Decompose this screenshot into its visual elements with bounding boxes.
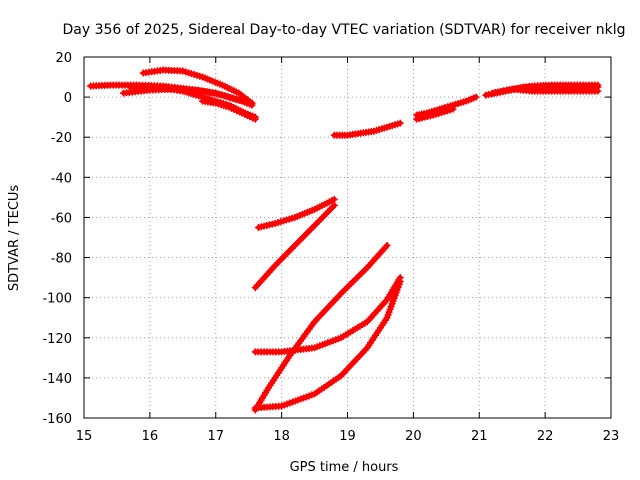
x-tick-label: 21 <box>471 429 488 444</box>
data-point-markers <box>139 66 256 107</box>
series-arc-7 <box>413 93 480 119</box>
data-point-markers <box>87 81 256 107</box>
series-arc-13 <box>251 201 338 292</box>
y-axis-label: SDTVAR / TECUs <box>7 185 22 292</box>
grid <box>84 57 611 418</box>
y-tick-label: 20 <box>55 51 72 66</box>
data-point-markers <box>199 97 259 123</box>
series-arc-11 <box>508 85 602 95</box>
x-tick-label: 22 <box>537 429 554 444</box>
data-marks <box>87 66 602 414</box>
ticks: 15 16 17 18 19 20 21 22 23 -160 -140 -120 -100 -80 -60… <box>42 51 619 444</box>
series-arc-15 <box>251 274 404 356</box>
y-tick-label: -100 <box>42 292 72 307</box>
x-tick-label: 23 <box>603 429 620 444</box>
series-arc-6 <box>330 119 404 139</box>
data-point-markers <box>251 274 404 356</box>
data-point-markers <box>508 85 602 95</box>
data-point-markers <box>413 93 480 119</box>
y-tick-label: 0 <box>64 91 72 106</box>
x-tick-label: 15 <box>76 429 93 444</box>
y-tick-label: -120 <box>42 332 72 347</box>
x-tick-label: 18 <box>273 429 290 444</box>
series-arc-12 <box>255 195 338 231</box>
series-arc-1 <box>87 81 256 107</box>
y-tick-label: -20 <box>51 131 72 146</box>
series-arc-5 <box>199 97 259 123</box>
series-arc-3 <box>139 66 256 107</box>
y-tick-label: -160 <box>42 412 72 427</box>
x-tick-label: 17 <box>207 429 224 444</box>
data-point-markers <box>251 278 404 412</box>
series-arc-8 <box>413 105 457 123</box>
x-tick-label: 19 <box>339 429 356 444</box>
data-point-markers <box>413 105 457 123</box>
x-tick-label: 20 <box>405 429 422 444</box>
data-point-markers <box>251 201 338 292</box>
data-point-markers <box>255 195 338 231</box>
series-arc-16 <box>251 278 404 412</box>
y-tick-label: -40 <box>51 171 72 186</box>
x-tick-label: 16 <box>142 429 159 444</box>
y-tick-label: -80 <box>51 252 72 267</box>
chart-title: Day 356 of 2025, Sidereal Day-to-day VTE… <box>63 22 626 38</box>
x-axis-label: GPS time / hours <box>290 460 399 475</box>
y-tick-label: -60 <box>51 211 72 226</box>
y-tick-label: -140 <box>42 372 72 387</box>
data-point-markers <box>330 119 404 139</box>
